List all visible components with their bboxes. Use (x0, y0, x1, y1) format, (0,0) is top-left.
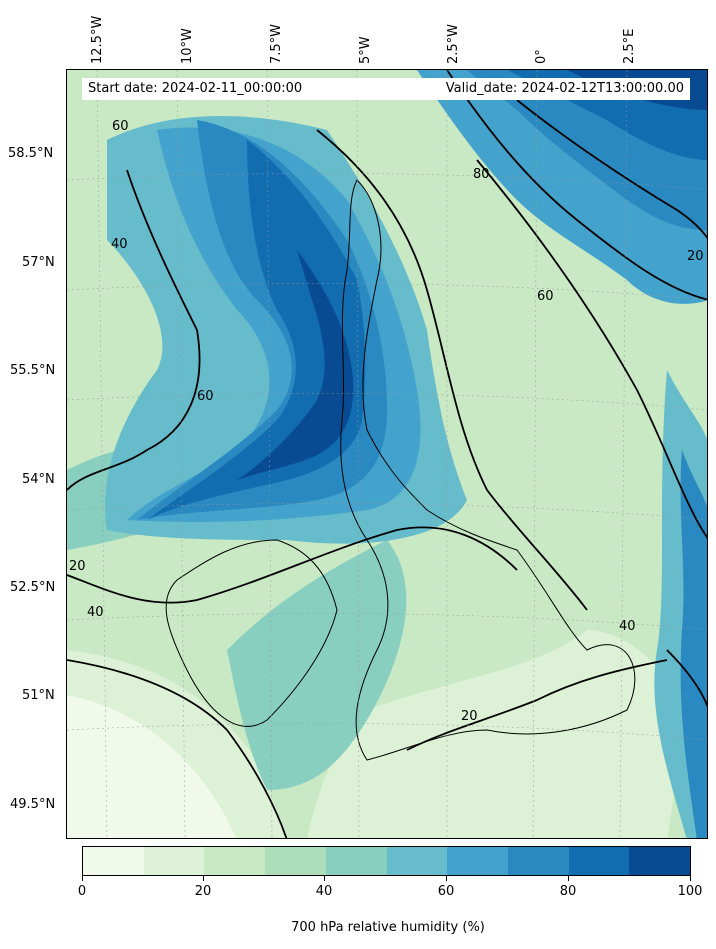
colorbar-title: 700 hPa relative humidity (%) (291, 920, 485, 935)
colorbar (82, 846, 691, 876)
contour-label-40: 40 (111, 237, 128, 252)
lat-label-58-5n: 58.5°N (8, 146, 54, 161)
contour-label-20-south: 20 (461, 709, 478, 724)
contour-label-60: 60 (112, 119, 129, 134)
colorbar-swatch (507, 847, 569, 875)
colorbar-tick-label: 0 (77, 884, 87, 899)
colorbar-tick (203, 876, 204, 881)
colorbar-swatch (386, 847, 448, 875)
colorbar-tick-label: 60 (437, 884, 455, 899)
lat-label-49-5n: 49.5°N (10, 797, 56, 812)
valid-date: Valid_date: 2024-02-12T13:00:00.00 (445, 81, 684, 96)
colorbar-tick (82, 876, 83, 881)
colorbar-swatch (447, 847, 508, 875)
lon-label-2-5e: 2.5°E (622, 28, 637, 64)
colorbar-swatch (568, 847, 630, 875)
colorbar-swatch (325, 847, 387, 875)
contour-label-80: 80 (473, 167, 490, 182)
colorbar-tick-label: 40 (315, 884, 333, 899)
humidity-map[interactable]: 40 60 80 20 20 40 60 20 40 60 (66, 69, 708, 839)
colorbar-tick (690, 876, 691, 881)
contour-label-40-east: 40 (619, 619, 636, 634)
lon-label-0: 0° (534, 49, 549, 64)
contour-label-60-mid: 60 (197, 389, 214, 404)
contour-label-20-west: 20 (69, 559, 86, 574)
colorbar-tick-label: 100 (677, 884, 703, 899)
lon-label-2-5w: 2.5°W (446, 23, 461, 64)
lat-label-57n: 57°N (22, 255, 55, 270)
lon-label-10w: 10°W (180, 28, 195, 64)
lat-label-55-5n: 55.5°N (10, 363, 56, 378)
lon-label-12-5w: 12.5°W (90, 15, 105, 64)
colorbar-swatch (143, 847, 205, 875)
colorbar-tick (324, 876, 325, 881)
colorbar-swatch (265, 847, 326, 875)
colorbar-swatch (629, 847, 691, 875)
contour-label-40-west: 40 (87, 605, 104, 620)
colorbar-tick (568, 876, 569, 881)
contour-label-20: 20 (687, 249, 704, 264)
start-date: Start date: 2024-02-11_00:00:00 (88, 81, 303, 96)
contour-label-60-ne: 60 (537, 289, 554, 304)
colorbar-swatch (83, 847, 144, 875)
date-header: Start date: 2024-02-11_00:00:00 Valid_da… (82, 78, 690, 100)
humidity-field: 40 60 80 20 20 40 60 20 40 60 (67, 70, 707, 838)
lon-label-5w: 5°W (358, 36, 373, 64)
colorbar-tick (446, 876, 447, 881)
colorbar-tick-label: 80 (559, 884, 577, 899)
lat-label-51n: 51°N (22, 688, 55, 703)
colorbar-tick-label: 20 (194, 884, 212, 899)
lat-label-54n: 54°N (22, 472, 55, 487)
lon-label-7-5w: 7.5°W (269, 23, 284, 64)
colorbar-swatch (204, 847, 266, 875)
lat-label-52-5n: 52.5°N (10, 580, 56, 595)
